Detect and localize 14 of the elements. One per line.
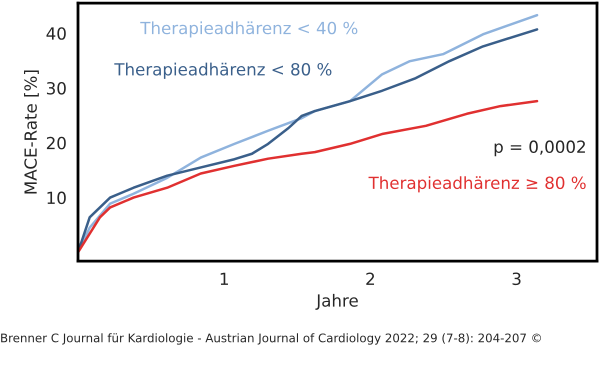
text: Brenner C Journal für Kardiologie - Austrian Journal of Cardiology 2022; 29 (7-8): 204-207 © xyxy=(1,333,541,345)
text: Therapieadhärenz < 40 % xyxy=(140,21,358,38)
y-tick-label: 20 xyxy=(46,136,66,150)
x-tick-label: 3 xyxy=(512,272,521,286)
text: Therapieadhärenz ≥ 80 % xyxy=(368,176,586,192)
series-label: Therapieadhärenz < 80 % xyxy=(114,62,332,79)
x-tick-label: 1 xyxy=(220,272,228,285)
y-tick-label: 10 xyxy=(48,192,66,204)
y-tick-label: 40 xyxy=(46,27,66,40)
y-tick-label: 30 xyxy=(46,82,66,95)
x-tick-label: 2 xyxy=(366,272,374,285)
y-axis-title: MACE-Rate [%] xyxy=(24,70,39,194)
x-axis-title: Jahre xyxy=(315,294,358,310)
annotation: p = 0,0002 xyxy=(494,140,585,156)
